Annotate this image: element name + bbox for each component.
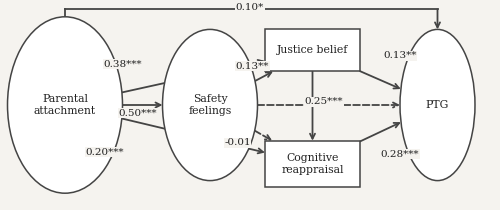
Text: 0.10*: 0.10* [236,3,264,12]
Text: 0.20***: 0.20*** [86,148,124,157]
Text: 0.38***: 0.38*** [104,60,142,68]
Ellipse shape [8,17,122,193]
Text: 0.28***: 0.28*** [381,150,419,159]
Text: 0.03: 0.03 [311,97,334,106]
Ellipse shape [400,29,475,181]
Text: 0.50***: 0.50*** [119,109,157,118]
Ellipse shape [162,29,258,181]
Text: Justice belief: Justice belief [277,45,348,55]
Text: 0.25***: 0.25*** [305,97,343,106]
FancyBboxPatch shape [265,141,360,187]
Text: -0.01: -0.01 [224,138,251,147]
Text: 0.13**: 0.13** [236,62,269,71]
Text: Cognitive
reappraisal: Cognitive reappraisal [281,153,344,175]
FancyBboxPatch shape [265,29,360,71]
Text: Safety
feelings: Safety feelings [188,94,232,116]
Text: 0.13**: 0.13** [384,51,416,60]
Text: Parental
attachment: Parental attachment [34,94,96,116]
Text: PTG: PTG [426,100,449,110]
